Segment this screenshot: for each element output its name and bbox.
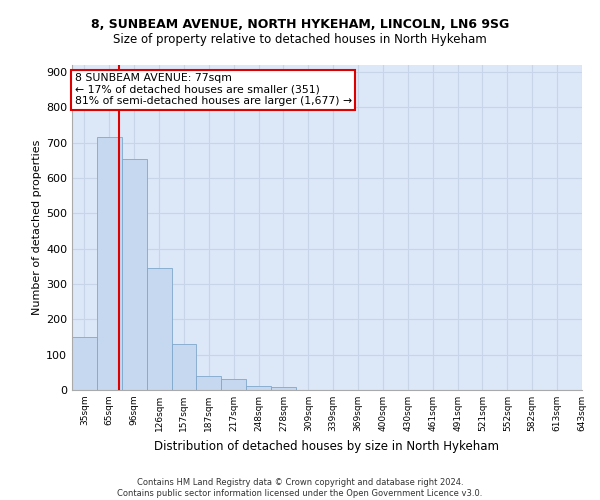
Text: 8 SUNBEAM AVENUE: 77sqm
← 17% of detached houses are smaller (351)
81% of semi-d: 8 SUNBEAM AVENUE: 77sqm ← 17% of detache…	[74, 73, 352, 106]
Bar	[221, 380, 246, 390]
Text: Contains HM Land Registry data © Crown copyright and database right 2024.
Contai: Contains HM Land Registry data © Crown c…	[118, 478, 482, 498]
Bar	[271, 387, 296, 390]
Bar	[172, 344, 196, 390]
Bar	[246, 386, 271, 390]
Text: Size of property relative to detached houses in North Hykeham: Size of property relative to detached ho…	[113, 32, 487, 46]
Y-axis label: Number of detached properties: Number of detached properties	[32, 140, 42, 315]
Bar	[72, 337, 97, 390]
Bar	[97, 138, 122, 390]
Bar	[122, 158, 146, 390]
Bar	[196, 376, 221, 390]
Text: 8, SUNBEAM AVENUE, NORTH HYKEHAM, LINCOLN, LN6 9SG: 8, SUNBEAM AVENUE, NORTH HYKEHAM, LINCOL…	[91, 18, 509, 30]
Bar	[146, 268, 172, 390]
X-axis label: Distribution of detached houses by size in North Hykeham: Distribution of detached houses by size …	[155, 440, 499, 452]
